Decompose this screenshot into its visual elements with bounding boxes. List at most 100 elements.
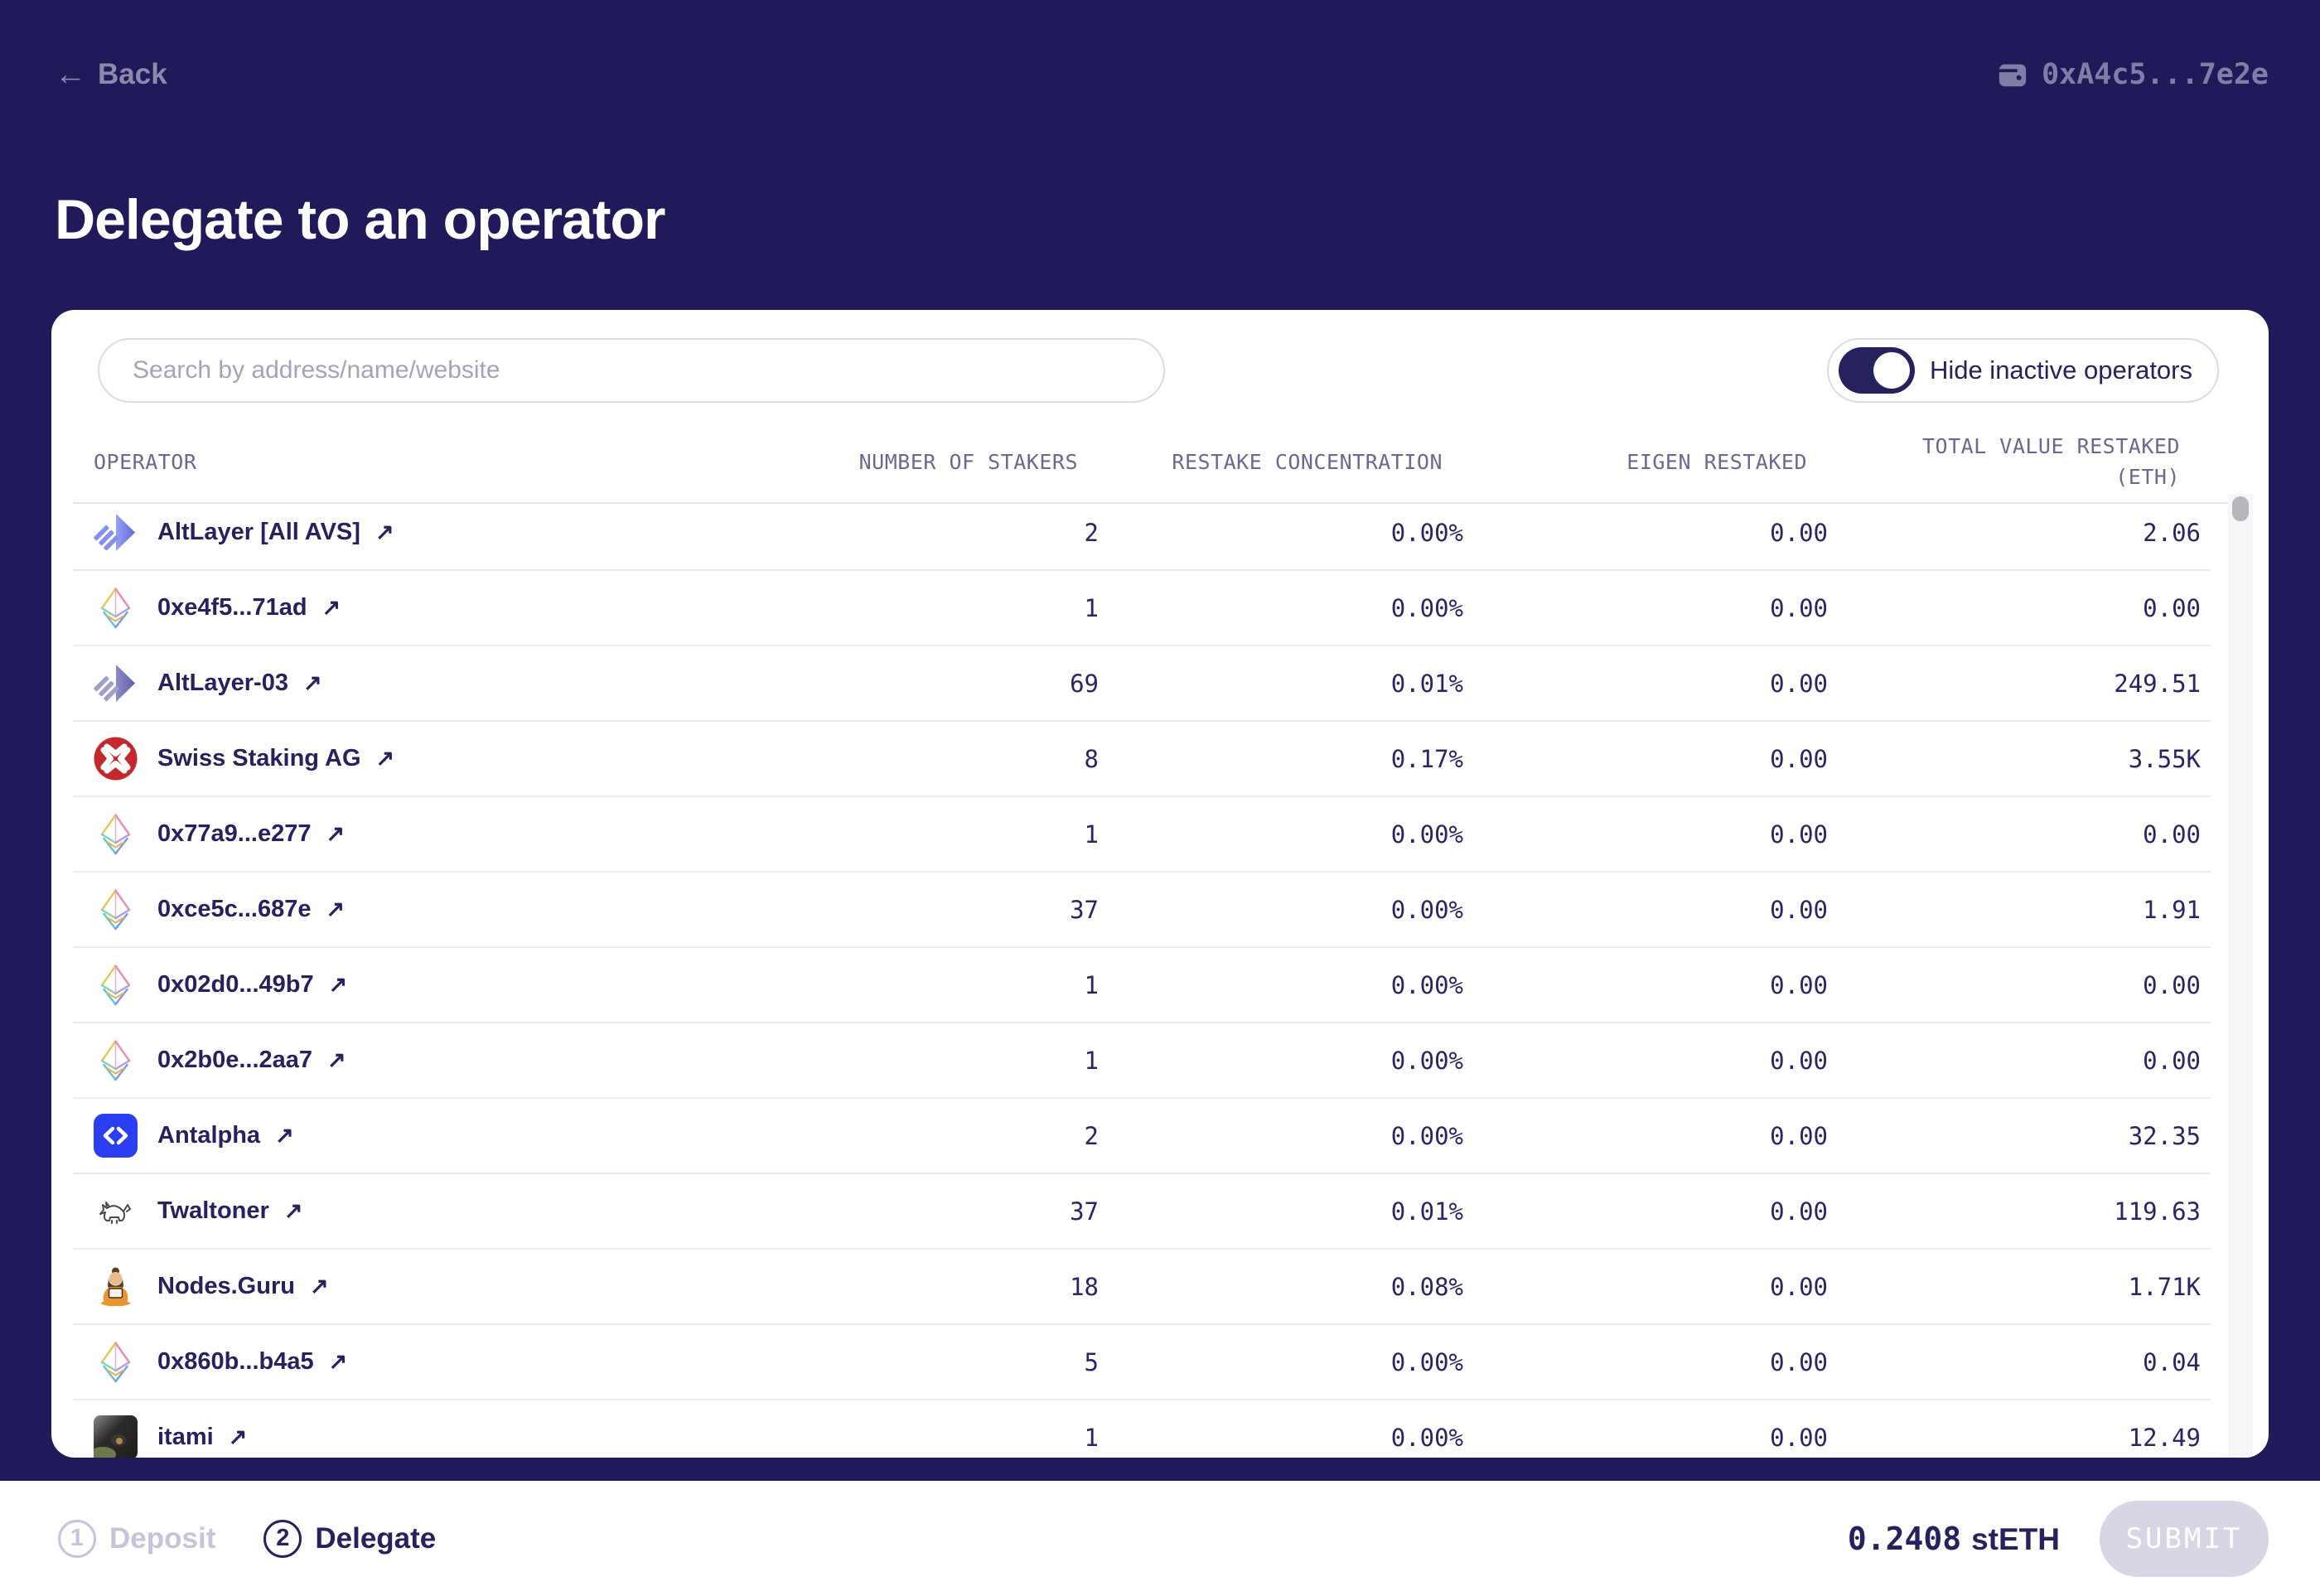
eth-icon	[94, 1340, 138, 1384]
table-row[interactable]: 0xe4f5...71ad ↗ 1 0.00% 0.00 0.00	[73, 571, 2211, 646]
eth-icon	[94, 963, 138, 1007]
total-value: 0.04	[2143, 1347, 2201, 1376]
eth-icon	[94, 812, 138, 856]
eigen-value: 0.00	[1770, 669, 1828, 698]
column-header-total-line2: (ETH)	[2115, 465, 2180, 489]
operator-name[interactable]: 0x860b...b4a5	[157, 1348, 314, 1375]
operator-name[interactable]: 0xe4f5...71ad	[157, 594, 307, 621]
operator-name[interactable]: AltLayer [All AVS]	[157, 519, 360, 545]
concentration-value: 0.00%	[1390, 820, 1463, 849]
hide-inactive-toggle[interactable]: Hide inactive operators	[1826, 338, 2219, 403]
total-value: 3.55K	[2128, 744, 2201, 773]
column-header-total[interactable]: TOTAL VALUE RESTAKED (ETH)	[1817, 434, 2190, 489]
operator-list: AltLayer [All AVS] ↗ 2 0.00% 0.00 2.06 0…	[73, 496, 2211, 1458]
external-link-icon[interactable]: ↗	[326, 897, 346, 921]
eigen-value: 0.00	[1770, 895, 1828, 924]
table-row[interactable]: itami ↗ 1 0.00% 0.00 12.49	[73, 1400, 2211, 1458]
scrollbar-thumb[interactable]	[2232, 496, 2249, 521]
table-row[interactable]: 0x77a9...e277 ↗ 1 0.00% 0.00 0.00	[73, 797, 2211, 873]
external-link-icon[interactable]: ↗	[321, 595, 341, 620]
step-delegate[interactable]: 2 Delegate	[263, 1519, 437, 1558]
operator-name[interactable]: Nodes.Guru	[157, 1273, 295, 1299]
operator-name[interactable]: Swiss Staking AG	[157, 745, 361, 771]
stakers-value: 2	[1084, 1121, 1099, 1150]
operator-name[interactable]: Twaltoner	[157, 1197, 269, 1224]
table-row[interactable]: 0x2b0e...2aa7 ↗ 1 0.00% 0.00 0.00	[73, 1023, 2211, 1099]
submit-button[interactable]: SUBMIT	[2100, 1500, 2269, 1577]
concentration-value: 0.17%	[1390, 744, 1463, 773]
concentration-value: 0.00%	[1390, 1347, 1463, 1376]
total-value: 0.00	[2143, 1046, 2201, 1075]
stakers-value: 37	[1070, 895, 1099, 924]
operator-cell: 0x02d0...49b7 ↗	[94, 963, 794, 1007]
operator-name[interactable]: itami	[157, 1424, 214, 1450]
eigen-value: 0.00	[1770, 820, 1828, 849]
external-link-icon[interactable]: ↗	[275, 1123, 294, 1148]
table-row[interactable]: AltLayer [All AVS] ↗ 2 0.00% 0.00 2.06	[73, 496, 2211, 571]
operator-cell: AltLayer [All AVS] ↗	[94, 510, 794, 554]
external-link-icon[interactable]: ↗	[375, 746, 395, 771]
external-link-icon[interactable]: ↗	[328, 972, 348, 997]
delegate-amount: 0.2408 stETH	[1848, 1521, 2060, 1557]
external-link-icon[interactable]: ↗	[228, 1424, 248, 1449]
eigen-value: 0.00	[1770, 1046, 1828, 1075]
column-header-operator[interactable]: OPERATOR	[94, 449, 197, 474]
search-input[interactable]	[98, 338, 1165, 403]
operator-cell: 0x2b0e...2aa7 ↗	[94, 1038, 794, 1082]
column-header-stakers[interactable]: NUMBER OF STAKERS	[858, 449, 1078, 474]
table-row[interactable]: AltLayer-03 ↗ 69 0.01% 0.00 249.51	[73, 646, 2211, 722]
eigen-value: 0.00	[1770, 1423, 1828, 1452]
total-value: 12.49	[2128, 1423, 2201, 1452]
operator-name[interactable]: Antalpha	[157, 1122, 261, 1149]
eigen-value: 0.00	[1770, 593, 1828, 622]
amount-value: 0.2408	[1847, 1520, 1962, 1557]
total-value: 249.51	[2114, 669, 2201, 698]
wallet-chip[interactable]: 0xA4c5...7e2e	[1997, 58, 2269, 91]
step-2-label: Delegate	[315, 1521, 437, 1555]
column-header-eigen[interactable]: EIGEN RESTAKED	[1626, 449, 1807, 474]
amount-unit: stETH	[1971, 1521, 2060, 1556]
operator-name[interactable]: 0xce5c...687e	[157, 896, 312, 922]
back-arrow-icon: ←	[55, 57, 86, 92]
eth-icon	[94, 586, 138, 630]
operator-cell: itami ↗	[94, 1415, 794, 1458]
operator-name[interactable]: 0x02d0...49b7	[157, 971, 314, 998]
table-row[interactable]: Twaltoner ↗ 37 0.01% 0.00 119.63	[73, 1174, 2211, 1250]
altlayer-icon	[94, 510, 138, 554]
scrollbar-track[interactable]	[2228, 494, 2253, 1458]
back-button[interactable]: ← Back	[55, 58, 167, 91]
stakers-value: 1	[1084, 593, 1099, 622]
step-1-circle: 1	[58, 1519, 96, 1558]
external-link-icon[interactable]: ↗	[302, 670, 322, 695]
table-row[interactable]: 0x860b...b4a5 ↗ 5 0.00% 0.00 0.04	[73, 1325, 2211, 1400]
total-value: 2.06	[2143, 518, 2201, 547]
external-link-icon[interactable]: ↗	[326, 821, 346, 846]
external-link-icon[interactable]: ↗	[309, 1274, 329, 1299]
table-row[interactable]: Swiss Staking AG ↗ 8 0.17% 0.00 3.55K	[73, 722, 2211, 797]
concentration-value: 0.01%	[1390, 669, 1463, 698]
column-header-concentration[interactable]: RESTAKE CONCENTRATION	[1172, 449, 1443, 474]
external-link-icon[interactable]: ↗	[283, 1198, 303, 1223]
table-row[interactable]: Antalpha ↗ 2 0.00% 0.00 32.35	[73, 1099, 2211, 1174]
table-row[interactable]: 0xce5c...687e ↗ 37 0.00% 0.00 1.91	[73, 873, 2211, 948]
operator-name[interactable]: 0x77a9...e277	[157, 820, 312, 847]
external-link-icon[interactable]: ↗	[375, 520, 394, 544]
toggle-switch[interactable]	[1838, 347, 1915, 394]
operator-cell: Twaltoner ↗	[94, 1189, 794, 1233]
table-row[interactable]: Nodes.Guru ↗ 18 0.08% 0.00 1.71K	[73, 1250, 2211, 1325]
stakers-value: 37	[1070, 1197, 1099, 1226]
external-link-icon[interactable]: ↗	[328, 1349, 348, 1374]
step-deposit[interactable]: 1 Deposit	[58, 1519, 215, 1558]
operator-name[interactable]: AltLayer-03	[157, 670, 288, 696]
toggle-knob	[1873, 352, 1910, 389]
eigen-value: 0.00	[1770, 1197, 1828, 1226]
external-link-icon[interactable]: ↗	[327, 1047, 346, 1072]
eigen-value: 0.00	[1770, 1347, 1828, 1376]
column-header-total-line1: TOTAL VALUE RESTAKED	[1921, 434, 2180, 458]
nodes-guru-icon	[94, 1265, 138, 1308]
table-row[interactable]: 0x02d0...49b7 ↗ 1 0.00% 0.00 0.00	[73, 948, 2211, 1023]
concentration-value: 0.00%	[1390, 518, 1463, 547]
operator-name[interactable]: 0x2b0e...2aa7	[157, 1047, 313, 1073]
operator-cell: 0x860b...b4a5 ↗	[94, 1340, 794, 1384]
total-value: 0.00	[2143, 820, 2201, 849]
